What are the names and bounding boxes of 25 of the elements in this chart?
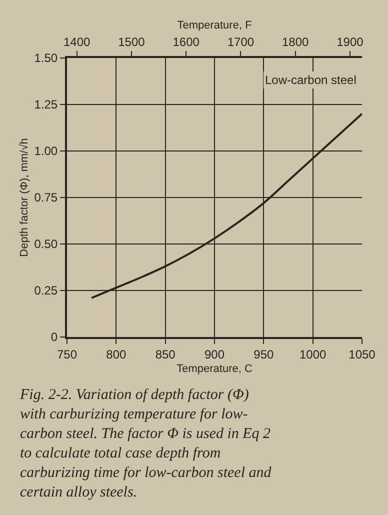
y-tick-label: 0.25 [34, 284, 58, 298]
x2-tick-label: 1500 [118, 35, 146, 50]
x-tick-label: 750 [56, 347, 78, 362]
x-tick-label: 1000 [299, 347, 326, 362]
x2-axis-title: Temperature, F [177, 19, 252, 32]
y-tick-label: 0.75 [34, 190, 58, 205]
x-tick-label: 900 [204, 347, 225, 362]
x-tick-label: 950 [254, 347, 274, 362]
x2-tick-label: 1900 [336, 35, 364, 50]
y-tick-label: 0.50 [34, 237, 58, 252]
x2-tick-label: 1800 [282, 35, 310, 50]
y-tick-label: 1.00 [34, 144, 58, 158]
y-tick-label: 1.50 [34, 51, 58, 66]
x2-tick-label: 1400 [63, 35, 90, 50]
x-tick-label: 1050 [348, 347, 376, 362]
y-axis-title: Depth factor (Φ), mm/√h [18, 138, 30, 257]
y-tick-label: 0 [50, 330, 58, 344]
x2-tick-label: 1600 [172, 35, 200, 50]
x-tick-label: 800 [106, 347, 126, 362]
x-axis-title: Temperature, C [176, 363, 252, 376]
annotation: Low-carbon steel [265, 73, 356, 87]
caption: Fig. 2-2. Variation of depth factor (Φ) with carburizing temperature for low-carbon steel. The factor Φ is used in Eq 2 to calculate total case depth from carburizing time for low-carbon steel and certain alloy steels. [19, 387, 272, 500]
y-tick-label: 1.25 [34, 98, 58, 112]
x2-tick-label: 1700 [227, 35, 254, 50]
x-tick-label: 850 [155, 347, 176, 362]
